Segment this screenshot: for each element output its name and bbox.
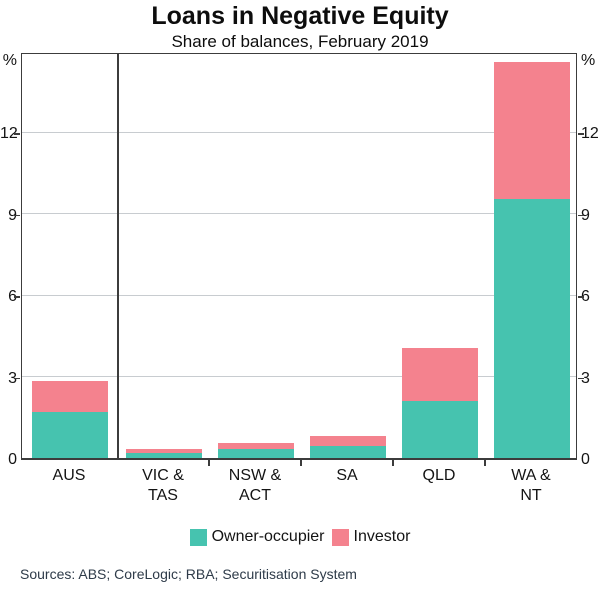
y-axis-label-right: 12 (581, 125, 599, 143)
bar-owner-occupier-wa-nt (494, 198, 570, 458)
legend-swatch-owner-occupier (189, 528, 207, 546)
x-axis-label-qld: QLD (393, 466, 485, 486)
x-axis-label-line: SA (336, 467, 358, 484)
bar-owner-occupier-nsw-act (218, 448, 294, 458)
legend-label: Owner-occupier (211, 528, 325, 545)
x-axis-label-aus: AUS (23, 466, 115, 486)
y-axis-label-right: 9 (581, 206, 590, 224)
bar-investor-nsw-act (218, 443, 294, 449)
legend: Owner-occupier Investor (0, 527, 600, 547)
gridline (22, 294, 576, 296)
x-boundary-tick (484, 460, 486, 466)
y-tick-left (14, 214, 20, 217)
bar-owner-occupier-vic-tas (126, 452, 202, 458)
legend-swatch-investor (331, 528, 349, 546)
y-axis-label-left: 9 (8, 206, 17, 224)
bar-investor-sa (310, 436, 386, 446)
x-axis-label-line: AUS (52, 467, 86, 484)
bar-investor-aus (32, 380, 108, 412)
y-tick-left (14, 133, 20, 135)
y-axis-label-right: 0 (581, 451, 590, 468)
bar-investor-qld (402, 348, 478, 402)
gridline (22, 213, 576, 215)
x-boundary-tick (392, 460, 394, 466)
x-axis-label-nsw-act: NSW & ACT (209, 466, 301, 506)
percent-label-left: % (2, 52, 17, 69)
gridline (22, 376, 576, 378)
x-axis-label-line: NT (520, 487, 542, 504)
bar-investor-vic-tas (126, 448, 202, 453)
legend-item-owner-occupier: Owner-occupier (189, 528, 325, 546)
x-axis-label-line: VIC & (142, 467, 184, 484)
legend-item-investor: Investor (331, 528, 411, 546)
x-boundary-tick (208, 460, 210, 466)
legend-label: Investor (353, 528, 411, 545)
y-tick-left (14, 296, 20, 298)
y-axis-label-left: 3 (8, 369, 17, 387)
y-tick-right (578, 133, 584, 135)
x-boundary-tick (300, 460, 302, 466)
chart-title: Loans in Negative Equity (151, 2, 449, 30)
gridline (22, 131, 576, 133)
y-axis-label-left: 6 (8, 288, 17, 306)
plot-area (21, 53, 577, 460)
y-axis-label-left: 12 (0, 125, 18, 143)
y-tick-right (578, 377, 584, 380)
y-tick-left (14, 377, 20, 380)
x-axis-label-line: WA & (511, 467, 551, 484)
y-axis-label-right: 3 (581, 369, 590, 387)
bar-owner-occupier-qld (402, 401, 478, 458)
sources-note: Sources: ABS; CoreLogic; RBA; Securitisa… (20, 566, 357, 582)
x-axis-label-line: QLD (422, 467, 456, 484)
bar-owner-occupier-sa (310, 445, 386, 458)
bar-owner-occupier-aus (32, 411, 108, 458)
bar-investor-wa-nt (494, 61, 570, 199)
x-axis-label-line: NSW & (228, 467, 282, 484)
x-axis-label-line: TAS (148, 487, 178, 504)
y-tick-right (578, 296, 584, 298)
y-axis-label-left: 0 (8, 451, 17, 468)
x-axis-label-wa-nt: WA & NT (485, 466, 577, 506)
chart-subtitle: Share of balances, February 2019 (171, 32, 429, 51)
percent-label-right: % (581, 52, 596, 69)
x-axis-label-vic-tas: VIC & TAS (117, 466, 209, 506)
y-axis-label-right: 6 (581, 288, 590, 306)
x-axis-label-sa: SA (301, 466, 393, 486)
aus-separator-line (117, 54, 119, 458)
y-tick-right (578, 214, 584, 217)
x-axis-label-line: ACT (239, 487, 271, 504)
